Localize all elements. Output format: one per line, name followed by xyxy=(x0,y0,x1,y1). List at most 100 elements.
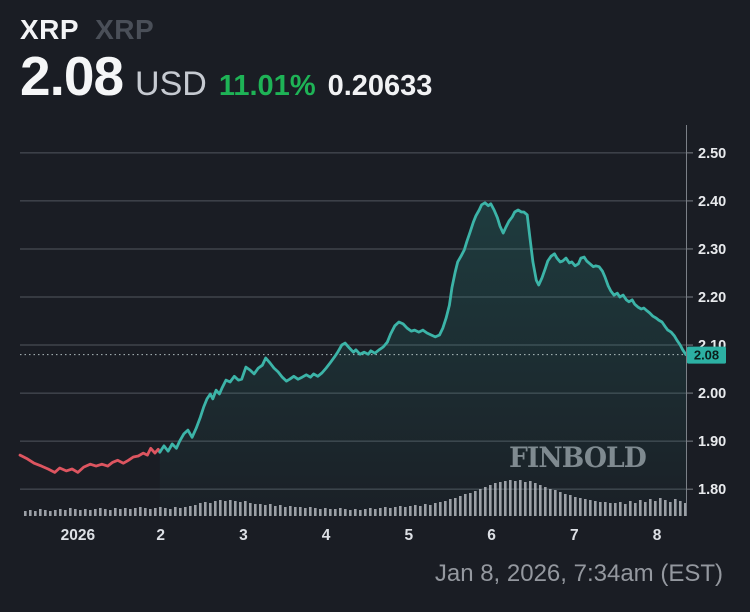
volume-bar xyxy=(89,510,92,516)
price-badge-label: 2.08 xyxy=(694,348,719,363)
volume-bar xyxy=(499,482,502,516)
volume-bar xyxy=(59,509,62,516)
volume-bar xyxy=(274,506,277,516)
volume-bar xyxy=(474,491,477,516)
volume-bar xyxy=(424,504,427,516)
volume-bar xyxy=(639,500,642,516)
volume-bar xyxy=(494,483,497,516)
header: XRP XRP 2.08 USD 11.01% 0.20633 xyxy=(20,14,432,106)
volume-bar xyxy=(314,508,317,516)
area-fill xyxy=(159,202,687,517)
volume-bars xyxy=(24,480,687,516)
volume-bar xyxy=(419,506,422,516)
volume-bar xyxy=(414,505,417,516)
volume-bar xyxy=(679,501,682,516)
volume-bar xyxy=(54,510,57,516)
volume-bar xyxy=(74,509,77,516)
x-tick-label: 8 xyxy=(653,527,662,544)
volume-bar xyxy=(569,495,572,516)
volume-bar xyxy=(629,501,632,516)
volume-bar xyxy=(584,499,587,516)
volume-bar xyxy=(599,502,602,516)
volume-bar xyxy=(69,508,72,516)
volume-bar xyxy=(354,509,357,516)
volume-bar xyxy=(589,500,592,516)
volume-bar xyxy=(99,508,102,516)
volume-bar xyxy=(539,485,542,516)
volume-bar xyxy=(479,489,482,516)
volume-bar xyxy=(464,494,467,516)
volume-bar xyxy=(454,498,457,516)
volume-bar xyxy=(529,481,532,516)
volume-bar xyxy=(139,507,142,516)
x-tick-label: 2 xyxy=(156,527,165,544)
volume-bar xyxy=(429,505,432,516)
volume-bar xyxy=(514,481,517,516)
price-chart-canvas[interactable]: 1.801.902.002.102.202.302.402.50 2026 2 3 4… xyxy=(0,0,750,556)
y-tick-label: 2.40 xyxy=(698,194,726,210)
volume-bar xyxy=(309,507,312,516)
volume-bar xyxy=(604,502,607,516)
volume-bar xyxy=(379,508,382,516)
volume-bar xyxy=(159,507,162,516)
volume-bar xyxy=(564,494,567,516)
x-tick-label: 6 xyxy=(487,527,496,544)
volume-bar xyxy=(394,507,397,516)
volume-bar xyxy=(114,508,117,516)
volume-bar xyxy=(154,508,157,516)
volume-bar xyxy=(619,502,622,516)
volume-bar xyxy=(204,502,207,516)
x-tick-label: 2026 xyxy=(61,527,96,544)
price-badge-bg xyxy=(687,346,726,364)
volume-bar xyxy=(384,507,387,516)
volume-bar xyxy=(554,490,557,516)
volume-bar xyxy=(39,509,42,516)
price-line-segment xyxy=(158,201,688,454)
volume-bar xyxy=(664,500,667,516)
volume-bar xyxy=(24,511,27,516)
volume-bar xyxy=(574,497,577,516)
change-percent: 11.01% xyxy=(218,70,316,102)
volume-bar xyxy=(409,506,412,516)
volume-bar xyxy=(149,509,152,516)
y-tick-label: 2.30 xyxy=(698,242,726,258)
volume-bar xyxy=(549,489,552,516)
chart-timestamp: Jan 8, 2026, 7:34am (EST) xyxy=(434,560,723,587)
volume-bar xyxy=(624,504,627,516)
volume-bar xyxy=(669,502,672,516)
volume-bar xyxy=(559,492,562,516)
volume-bar xyxy=(459,496,462,516)
volume-bar xyxy=(234,501,237,516)
x-tick-label: 7 xyxy=(570,527,579,544)
volume-bar xyxy=(249,503,252,516)
volume-bar xyxy=(184,507,187,516)
y-tick-label: 2.00 xyxy=(698,386,726,402)
current-price-badge: 2.08 xyxy=(687,346,726,364)
volume-bar xyxy=(254,504,257,516)
volume-bar xyxy=(34,511,37,516)
x-tick-label: 4 xyxy=(322,527,331,544)
volume-bar xyxy=(144,508,147,516)
volume-bar xyxy=(434,503,437,516)
price-row: 2.08 USD 11.01% 0.20633 xyxy=(20,47,432,106)
y-tick-label: 2.50 xyxy=(698,146,726,162)
volume-bar xyxy=(319,509,322,516)
volume-bar xyxy=(284,507,287,516)
volume-bar xyxy=(369,508,372,516)
price-line xyxy=(18,201,688,474)
volume-bar xyxy=(524,482,527,516)
volume-bar xyxy=(94,509,97,516)
volume-bar xyxy=(194,505,197,516)
volume-bar xyxy=(404,507,407,516)
y-tick-label: 2.20 xyxy=(698,290,726,306)
volume-bar xyxy=(29,510,32,516)
volume-bar xyxy=(609,503,612,516)
volume-bar xyxy=(299,507,302,516)
y-tick-label: 1.80 xyxy=(698,482,726,498)
volume-bar xyxy=(104,509,107,516)
volume-bar xyxy=(129,509,132,516)
volume-bar xyxy=(674,499,677,516)
volume-bar xyxy=(684,503,687,516)
volume-bar xyxy=(64,510,67,516)
volume-bar xyxy=(109,510,112,516)
